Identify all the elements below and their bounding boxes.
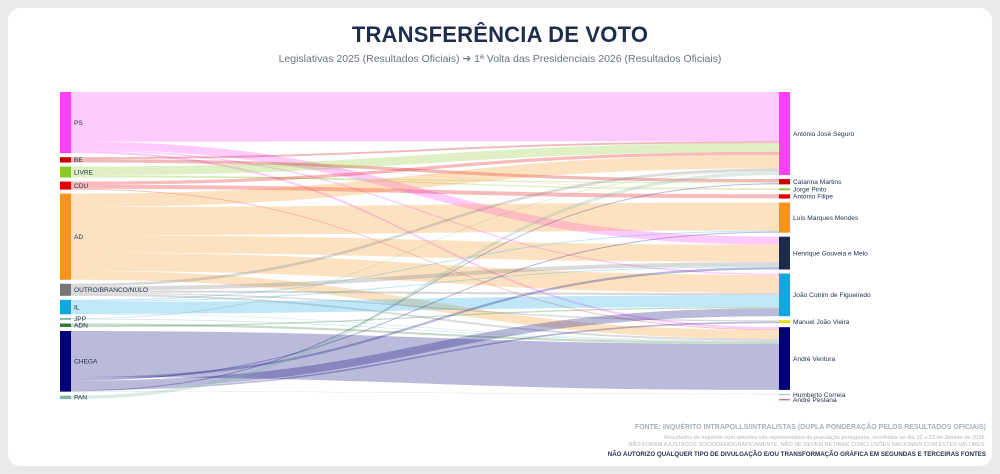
sankey-nodes xyxy=(60,92,790,401)
flow-ad-to-joao-cotrim-de-figueiredo xyxy=(71,252,779,294)
chart-card xyxy=(8,8,992,466)
target-label-luis-marques-mendes: Luís Marques Mendes xyxy=(793,215,859,222)
flow-be-to-antonio-jose-seguro xyxy=(71,141,779,160)
source-node-jpp xyxy=(60,318,71,320)
flow-jpp-to-andre-ventura xyxy=(71,318,779,342)
flow-ad-to-luis-marques-mendes xyxy=(71,202,779,236)
source-node-ad xyxy=(60,193,71,280)
flow-adn-to-joao-cotrim-de-figueiredo xyxy=(71,306,779,327)
source-node-pan xyxy=(60,395,71,400)
target-label-antonio-jose-seguro: António José Seguro xyxy=(793,131,855,138)
source-label-outro-branco-nulo: OUTRO/BRANCO/NULO xyxy=(74,287,148,294)
flow-il-to-andre-ventura xyxy=(71,313,779,342)
source-node-ps xyxy=(60,92,71,154)
source-node-cdu xyxy=(60,181,71,190)
target-node-manuel-joao-vieira xyxy=(779,320,790,324)
flow-jpp-to-antonio-jose-seguro xyxy=(71,171,779,319)
source-label-cdu: CDU xyxy=(74,183,89,190)
target-node-luis-marques-mendes xyxy=(779,202,790,233)
target-label-jorge-pinto: Jorge Pinto xyxy=(793,187,827,194)
target-node-antonio-filipe xyxy=(779,194,790,199)
target-label-andre-pestana: André Pestana xyxy=(793,397,837,404)
target-label-manuel-joao-vieira: Manuel João Vieira xyxy=(793,319,850,326)
source-label-be: BE xyxy=(74,157,83,164)
flow-outro-branco-nulo-to-andre-ventura xyxy=(71,293,779,341)
target-label-humberto-correia: Humberto Correia xyxy=(793,392,846,399)
flow-chega-to-joao-cotrim-de-figueiredo xyxy=(71,308,779,389)
source-node-livre xyxy=(60,166,71,178)
flow-ad-to-henrique-gouveia-e-melo xyxy=(71,235,779,263)
source-node-adn xyxy=(60,323,71,327)
flow-outro-branco-nulo-to-joao-cotrim-de-figueiredo xyxy=(71,290,779,296)
source-node-outro-branco-nulo xyxy=(60,283,71,296)
flow-outro-branco-nulo-to-manuel-joao-vieira xyxy=(71,292,779,322)
flow-be-to-jorge-pinto xyxy=(71,162,779,189)
flow-ps-to-antonio-jose-seguro xyxy=(71,92,779,142)
target-node-catarina-martins xyxy=(779,179,790,185)
flow-cdu-to-antonio-filipe xyxy=(71,184,779,199)
flow-outro-branco-nulo-to-henrique-gouveia-e-melo xyxy=(71,262,779,291)
flow-ps-to-joao-cotrim-de-figueiredo xyxy=(71,149,779,275)
footer-note-2: NÃO FORAM AJUSTADOS SOCIODEMOGRAFICAMENT… xyxy=(628,442,986,448)
source-node-chega xyxy=(60,330,71,392)
flow-livre-to-jorge-pinto xyxy=(71,175,779,190)
source-label-il: IL xyxy=(74,304,80,311)
source-node-be xyxy=(60,157,71,163)
target-label-henrique-gouveia-e-melo: Henrique Gouveia e Melo xyxy=(793,250,868,257)
flow-outro-branco-nulo-to-antonio-jose-seguro xyxy=(71,168,779,287)
flow-be-to-catarina-martins xyxy=(71,159,779,183)
flow-chega-to-manuel-joao-vieira xyxy=(71,321,779,391)
flow-livre-to-antonio-jose-seguro xyxy=(71,143,779,176)
flow-ad-to-antonio-jose-seguro xyxy=(71,155,779,208)
page-subtitle: Legislativas 2025 (Resultados Oficiais) … xyxy=(278,53,722,65)
target-node-andre-ventura xyxy=(779,327,790,390)
footer-source: FONTE: INQUÉRITO INTRAPOLLS/INTRALISTAS … xyxy=(634,424,986,431)
flow-chega-to-humberto-correia xyxy=(71,391,779,395)
flow-ad-to-andre-ventura xyxy=(71,270,779,339)
flow-livre-to-catarina-martins xyxy=(71,176,779,184)
flow-adn-to-andre-ventura xyxy=(71,323,779,345)
target-label-andre-ventura: André Ventura xyxy=(793,356,835,363)
footer-note-1: Resultados de inquérito com amostra não … xyxy=(664,435,986,441)
source-label-chega: CHEGA xyxy=(74,359,98,366)
flow-il-to-luis-marques-mendes xyxy=(71,230,779,301)
flow-ps-to-henrique-gouveia-e-melo xyxy=(71,141,779,245)
flow-cdu-to-andre-ventura xyxy=(71,188,779,331)
target-label-antonio-filipe: António Filipe xyxy=(793,194,833,201)
flow-il-to-joao-cotrim-de-figueiredo xyxy=(71,295,779,314)
source-label-ps: PS xyxy=(74,120,83,127)
sankey-links xyxy=(71,92,779,400)
target-label-catarina-martins: Catarina Martins xyxy=(793,179,842,186)
source-label-jpp: JPP xyxy=(74,316,87,323)
flow-chega-to-catarina-martins xyxy=(71,183,779,392)
source-label-adn: ADN xyxy=(74,323,88,330)
flow-pan-to-antonio-jose-seguro xyxy=(71,171,779,400)
target-node-henrique-gouveia-e-melo xyxy=(779,236,790,270)
target-node-andre-pestana xyxy=(779,399,790,401)
target-node-joao-cotrim-de-figueiredo xyxy=(779,273,790,317)
page-title: TRANSFERÊNCIA DE VOTO xyxy=(351,22,649,47)
source-label-ad: AD xyxy=(74,234,83,241)
flow-il-to-henrique-gouveia-e-melo xyxy=(71,266,779,302)
flow-ps-to-andre-ventura xyxy=(71,151,779,330)
flow-chega-to-henrique-gouveia-e-melo xyxy=(71,267,779,380)
flow-chega-to-andre-ventura xyxy=(71,330,779,390)
source-label-pan: PAN xyxy=(74,395,87,402)
target-node-antonio-jose-seguro xyxy=(779,92,790,176)
target-node-jorge-pinto xyxy=(779,188,790,191)
source-node-il xyxy=(60,299,71,315)
footer-warning: NÃO AUTORIZO QUALQUER TIPO DE DIVULGAÇÃO… xyxy=(607,451,986,458)
flow-cdu-to-antonio-jose-seguro xyxy=(71,151,779,185)
flow-chega-to-luis-marques-mendes xyxy=(71,231,779,381)
target-node-humberto-correia xyxy=(779,393,790,396)
target-label-joao-cotrim-de-figueiredo: João Cotrim de Figueiredo xyxy=(793,292,871,299)
source-label-livre: LIVRE xyxy=(74,169,94,176)
